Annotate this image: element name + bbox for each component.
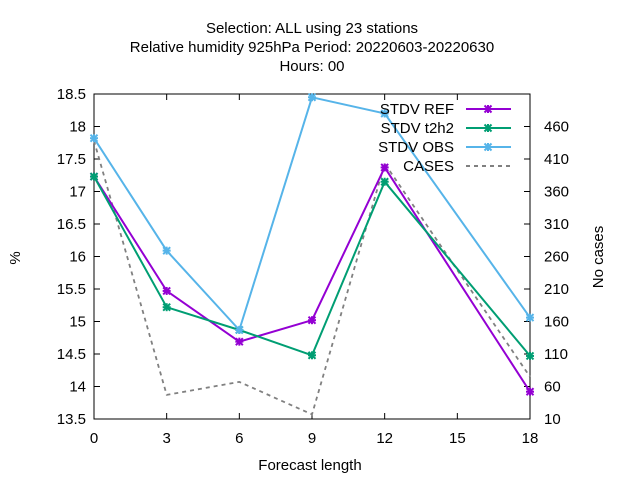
- data-point-stdv-ref: [307, 315, 317, 325]
- series-line-cases: [93, 140, 531, 416]
- plot-frame: [93, 93, 531, 420]
- data-point-stdv-ref: [380, 163, 389, 172]
- data-point-stdv-t2h2: [162, 302, 171, 312]
- legend-marker: [483, 123, 493, 133]
- x-tick-label: 0: [90, 430, 98, 447]
- x-tick-label: 15: [449, 430, 466, 447]
- series-line-stdv-obs: [93, 96, 531, 331]
- series-stdv-t2h2: [89, 172, 535, 361]
- data-point-stdv-t2h2: [525, 351, 535, 361]
- data-point-stdv-obs: [162, 246, 171, 255]
- data-point-stdv-ref: [525, 387, 535, 396]
- y-tick-label: 18: [69, 119, 86, 136]
- y-tick-label: 16: [69, 249, 86, 266]
- series-stdv-obs: [89, 93, 535, 335]
- y-tick-label: 16.5: [57, 216, 86, 233]
- y-tick-label: 14.5: [57, 346, 86, 363]
- x-axis-label: Forecast length: [258, 457, 361, 474]
- axis-ticks: 0 3 6 9 12 15 18 13.5 14 14.5 15 15.5 16 16.5 17 17.5 18…: [57, 86, 569, 447]
- y2-tick-label: 360: [544, 184, 569, 201]
- x-tick-label: 3: [162, 430, 170, 447]
- y2-tick-label: 410: [544, 151, 569, 168]
- y2-tick-label: 460: [544, 119, 569, 136]
- data-point-stdv-ref: [235, 337, 244, 346]
- x-tick-label: 12: [376, 430, 393, 447]
- y2-tick-label: 110: [544, 346, 568, 363]
- data-point-stdv-t2h2: [89, 172, 99, 181]
- data-point-stdv-t2h2: [380, 177, 389, 186]
- y2-tick-label: 10: [544, 411, 561, 428]
- data-point-stdv-obs: [525, 313, 535, 322]
- title-line-2: Relative humidity 925hPa Period: 2022060…: [130, 39, 494, 56]
- y-tick-label: 15: [69, 314, 86, 331]
- legend-item-cases: CASES: [403, 158, 511, 175]
- title-line-1: Selection: ALL using 23 stations: [206, 20, 418, 37]
- series-line-stdv-ref: [93, 166, 531, 393]
- y2-tick-label: 60: [544, 379, 561, 396]
- series-lines: [89, 93, 535, 416]
- data-point-stdv-obs: [307, 93, 317, 102]
- y2-axis-label: No cases: [590, 226, 607, 289]
- data-point-stdv-t2h2: [307, 351, 317, 360]
- y-tick-label: 17.5: [57, 151, 86, 168]
- legend-label: STDV REF: [380, 101, 454, 118]
- y-tick-label: 13.5: [57, 411, 86, 428]
- legend-label: CASES: [403, 158, 454, 175]
- y2-tick-label: 310: [544, 216, 569, 233]
- y-tick-label: 17: [69, 184, 86, 201]
- y-tick-label: 18.5: [57, 86, 86, 103]
- data-point-stdv-obs: [235, 325, 244, 335]
- y-axis-label: %: [7, 251, 24, 264]
- title-line-3: Hours: 00: [279, 58, 344, 75]
- y2-tick-label: 260: [544, 249, 569, 266]
- y-tick-label: 15.5: [57, 281, 86, 298]
- legend: STDV REF STDV t2h2 STDV OBS CASES: [378, 101, 511, 175]
- series-line-stdv-t2h2: [93, 176, 531, 357]
- legend-item-stdv-obs: STDV OBS: [378, 139, 511, 156]
- x-tick-label: 18: [522, 430, 539, 447]
- x-tick-label: 6: [235, 430, 243, 447]
- legend-label: STDV OBS: [378, 139, 454, 156]
- data-point-stdv-ref: [162, 286, 171, 296]
- legend-item-stdv-ref: STDV REF: [380, 101, 511, 118]
- y-tick-label: 14: [69, 379, 86, 396]
- data-point-stdv-obs: [380, 109, 389, 118]
- legend-marker: [483, 104, 493, 114]
- chart-title: Selection: ALL using 23 stations Relativ…: [130, 20, 494, 75]
- x-tick-label: 9: [308, 430, 316, 447]
- legend-marker: [483, 142, 493, 152]
- y2-tick-label: 210: [544, 281, 569, 298]
- legend-item-stdv-t2h2: STDV t2h2: [381, 120, 511, 137]
- series-cases: [93, 140, 531, 416]
- y2-tick-label: 160: [544, 314, 569, 331]
- legend-label: STDV t2h2: [381, 120, 454, 137]
- data-point-stdv-obs: [89, 133, 99, 143]
